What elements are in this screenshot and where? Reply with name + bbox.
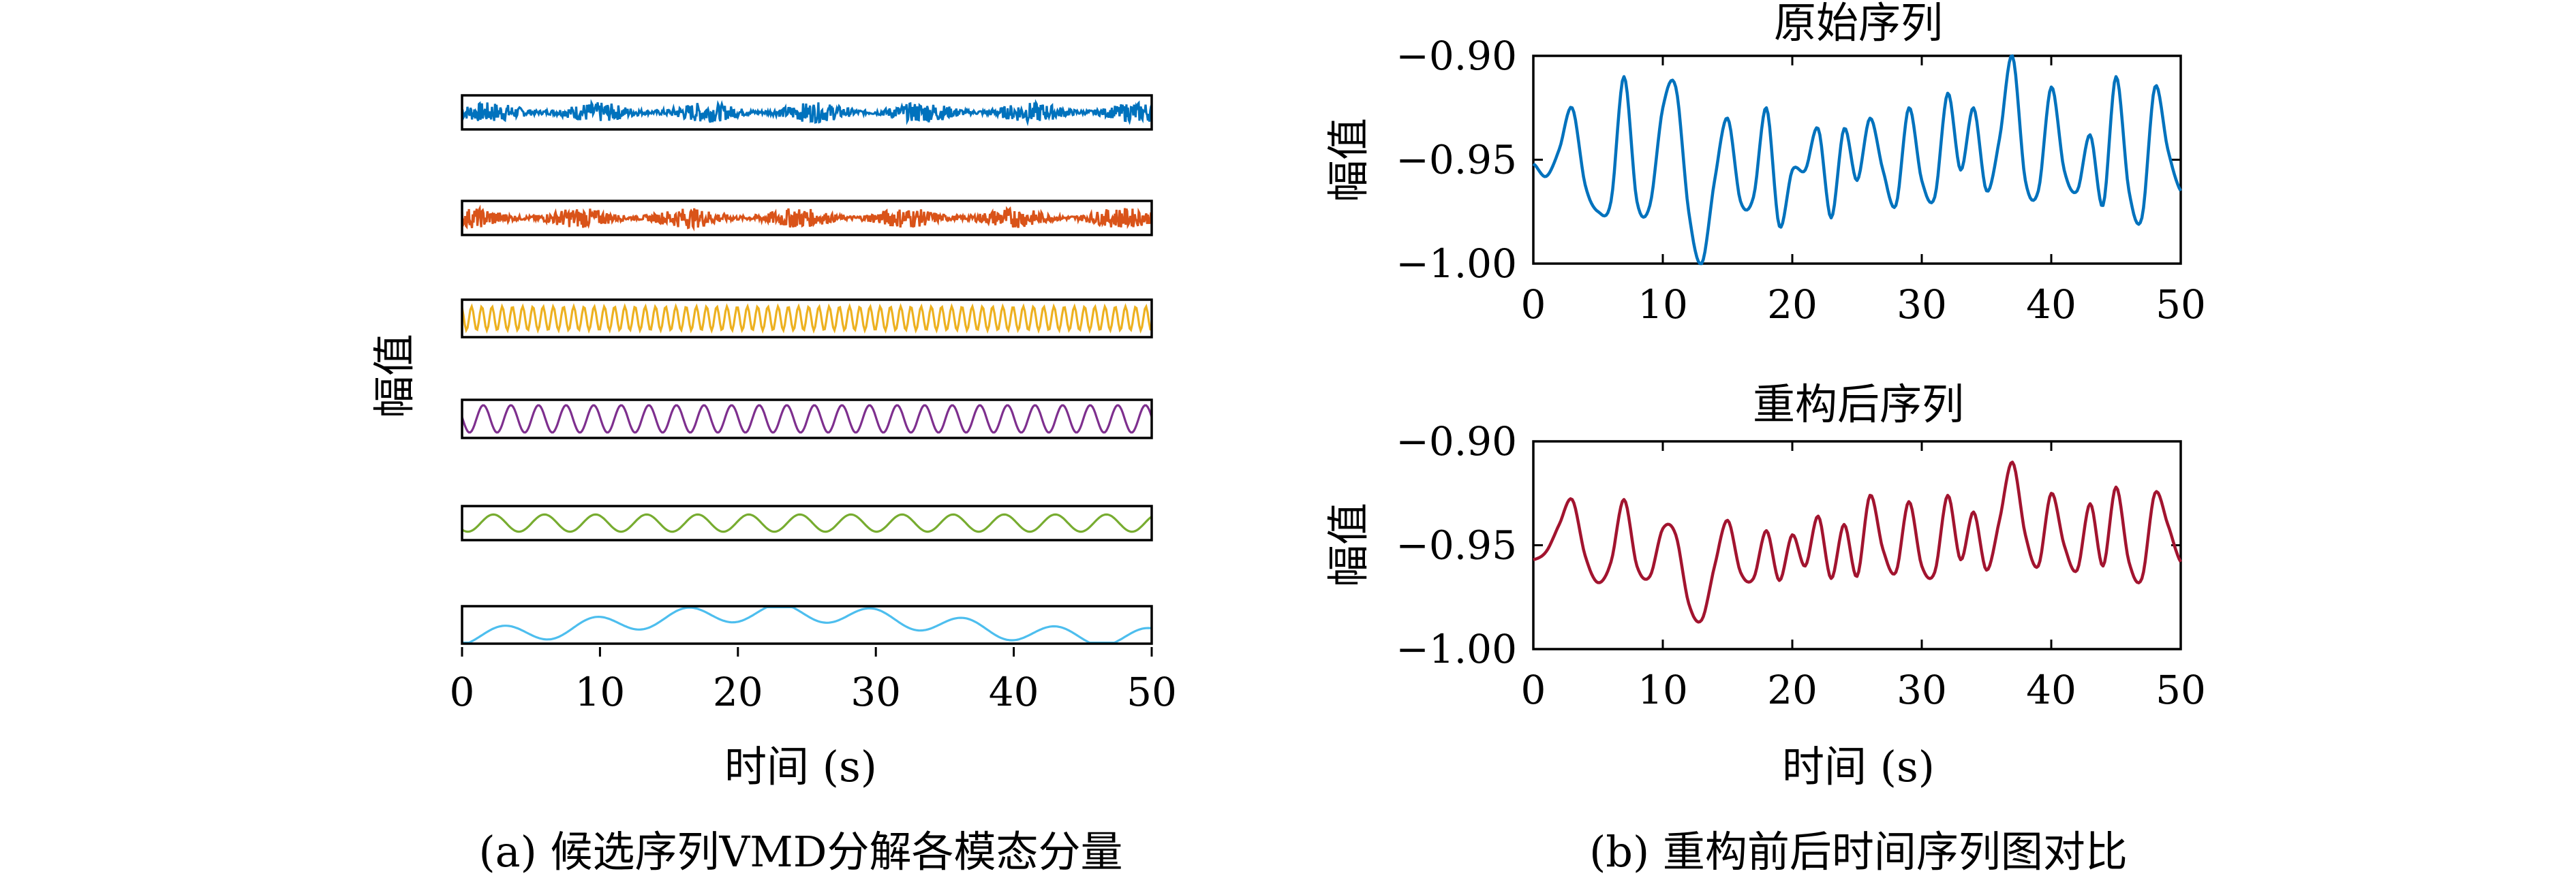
panel-b-bottom-title: 重构后序列 bbox=[1753, 379, 1964, 429]
x-tick-label: 20 bbox=[1767, 281, 1818, 328]
mode-5-line bbox=[461, 513, 1152, 533]
x-tick-label: 50 bbox=[2156, 281, 2206, 328]
original-series-line bbox=[1532, 54, 2182, 266]
y-tick-label: −0.95 bbox=[1396, 522, 1517, 569]
x-tick-label: 10 bbox=[1638, 281, 1688, 328]
panel-a-xlabel: 时间 (s) bbox=[724, 742, 877, 791]
mode-5-frame bbox=[461, 505, 1153, 541]
mode-6-line bbox=[462, 606, 1152, 644]
mode-4-line bbox=[461, 404, 1153, 434]
mode-1-line bbox=[461, 99, 1153, 127]
x-tick-label: 0 bbox=[1521, 667, 1546, 713]
panel-b-bottom-ylabel: 幅值 bbox=[1323, 503, 1373, 587]
y-tick-label: −1.00 bbox=[1396, 240, 1517, 287]
x-tick-label: 40 bbox=[2026, 667, 2076, 713]
mode-strip-2 bbox=[461, 200, 1153, 236]
mode-4-frame bbox=[461, 398, 1153, 439]
panel-b-top: 原始序列 −0.90 −0.95 −1.000 10 20 30 40 50 幅值 bbox=[1323, 0, 2206, 328]
mode-3-frame bbox=[461, 298, 1153, 339]
mode-2-line bbox=[461, 204, 1153, 232]
panel-a-ylabel: 幅值 bbox=[369, 334, 419, 418]
mode-strip-1 bbox=[461, 94, 1153, 131]
panel-a-x-tick-label: 50 bbox=[1126, 669, 1177, 715]
panel-b-top-ylabel: 幅值 bbox=[1323, 118, 1373, 202]
panel-a-x-tick-label: 40 bbox=[989, 669, 1039, 715]
mode-6-frame bbox=[461, 605, 1153, 645]
x-tick-label: 0 bbox=[1521, 281, 1546, 328]
panel-b-bottom: 重构后序列 −0.90 −0.95 −1.000 10 20 30 40 50 幅值 时间 (… bbox=[1323, 379, 2206, 877]
panel-a-x-tick-label: 30 bbox=[850, 669, 901, 715]
panel-b-bottom-axes: −0.90 −0.95 −1.000 10 20 30 40 50 bbox=[1396, 418, 2206, 713]
mode-1-frame bbox=[461, 94, 1153, 131]
y-tick-label: −1.00 bbox=[1396, 626, 1517, 672]
x-tick-label: 40 bbox=[2026, 281, 2076, 328]
panel-b-top-axes: −0.90 −0.95 −1.000 10 20 30 40 50 bbox=[1396, 33, 2206, 328]
panel-a-x-tick-label: 0 bbox=[450, 669, 475, 715]
y-tick-label: −0.90 bbox=[1396, 418, 1517, 465]
reconstructed-series-line bbox=[1533, 460, 2182, 624]
mode-strip-3 bbox=[461, 298, 1153, 339]
panel-a-x-axis: 0 10 20 30 40 50 bbox=[450, 647, 1177, 715]
x-tick-label: 30 bbox=[1897, 667, 1947, 713]
x-tick-label: 30 bbox=[1897, 281, 1947, 328]
mode-2-frame bbox=[461, 200, 1153, 236]
mode-3-line bbox=[461, 302, 1152, 334]
y-tick-label: −0.90 bbox=[1396, 33, 1517, 79]
panel-a-x-tick-label: 10 bbox=[574, 669, 625, 715]
x-tick-label: 50 bbox=[2156, 667, 2206, 713]
panel-a-x-tick-label: 20 bbox=[713, 669, 763, 715]
mode-strip-4 bbox=[461, 398, 1153, 439]
panel-b-bottom-xlabel: 时间 (s) bbox=[1782, 742, 1935, 791]
x-tick-label: 10 bbox=[1638, 667, 1688, 713]
panel-a: 0 10 20 30 40 50 幅值 时间 (s) (a) 候选序列VMD分解各模态分量 bbox=[369, 94, 1177, 877]
x-tick-label: 20 bbox=[1767, 667, 1818, 713]
caption-b: (b) 重构前后时间序列图对比 bbox=[1589, 827, 2128, 877]
mode-strips bbox=[461, 94, 1153, 645]
y-tick-label: −0.95 bbox=[1396, 137, 1517, 183]
mode-strip-6 bbox=[461, 605, 1153, 645]
caption-a: (a) 候选序列VMD分解各模态分量 bbox=[478, 827, 1122, 877]
panel-b-top-title: 原始序列 bbox=[1774, 0, 1943, 48]
mode-strip-5 bbox=[461, 505, 1153, 541]
